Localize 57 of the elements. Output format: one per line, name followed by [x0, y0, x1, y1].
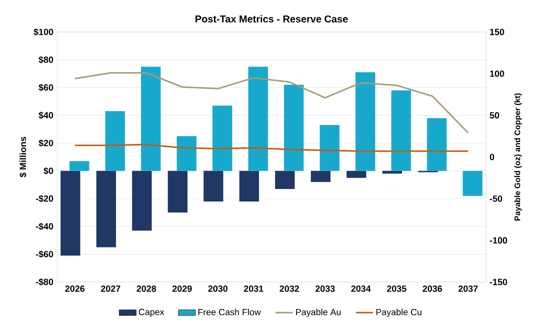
line-series	[74, 72, 469, 134]
bar	[105, 111, 125, 171]
chart-title: Post-Tax Metrics - Reserve Case	[196, 15, 348, 22]
y-tick-label: -$20	[36, 195, 54, 202]
x-tick-label: 2037	[458, 286, 478, 292]
x-tick-label: 2029	[172, 286, 192, 292]
bar	[141, 66, 161, 171]
bar	[275, 170, 295, 189]
legend-label: Capex	[138, 308, 164, 317]
y-tick-label: -$80	[36, 278, 54, 286]
y-tick-label: $0	[44, 167, 54, 175]
y2-tick-label: 50	[490, 112, 500, 119]
x-tick-label: 2027	[100, 286, 120, 292]
bar	[346, 170, 366, 178]
y-tick-label: $20	[38, 139, 54, 147]
y-tick-label: -$60	[36, 250, 54, 258]
y-tick-label: $100	[34, 28, 54, 36]
bar	[132, 170, 152, 231]
x-tick-label: 2026	[65, 286, 85, 292]
y2-tick-label: 150	[490, 28, 504, 36]
bar	[391, 90, 411, 171]
bar	[284, 84, 304, 171]
legend-label: Free Cash Flow	[198, 308, 261, 316]
bar	[96, 170, 116, 248]
x-tick-label: 2032	[280, 286, 299, 292]
x-tick-label: 2033	[315, 286, 335, 292]
y-tick-label: -$40	[36, 222, 54, 230]
bar	[212, 106, 232, 171]
bar	[248, 66, 268, 171]
x-tick-label: 2031	[244, 286, 264, 292]
bar	[427, 118, 447, 171]
x-tick-label: 2028	[136, 286, 156, 292]
y-tick-label: $80	[38, 56, 54, 64]
x-tick-label: 2034	[351, 286, 371, 292]
bar	[310, 170, 330, 182]
bar	[462, 170, 482, 196]
y2-tick-label: -100	[490, 237, 508, 244]
bar	[356, 72, 376, 171]
y-tick-label: $60	[38, 84, 54, 92]
x-tick-label: 2030	[208, 286, 228, 292]
y-tick-label: $40	[38, 112, 54, 119]
y-axis-title: $ Millions	[19, 136, 27, 178]
y2-tick-label: -150	[490, 278, 508, 286]
bar	[204, 170, 224, 202]
x-tick-label: 2036	[422, 286, 442, 292]
x-tick-label: 2035	[386, 286, 406, 292]
y2-tick-label: -50	[490, 195, 502, 202]
bar	[60, 170, 80, 256]
bar	[239, 170, 259, 202]
bar	[176, 136, 196, 171]
legend-label: Payable Au	[296, 308, 341, 318]
legend-label: Payable Cu	[376, 308, 422, 318]
bar	[70, 161, 90, 171]
bar	[168, 170, 188, 213]
y2-tick-label: 0	[490, 154, 494, 160]
bar	[320, 125, 340, 171]
y2-tick-label: 100	[490, 70, 504, 77]
